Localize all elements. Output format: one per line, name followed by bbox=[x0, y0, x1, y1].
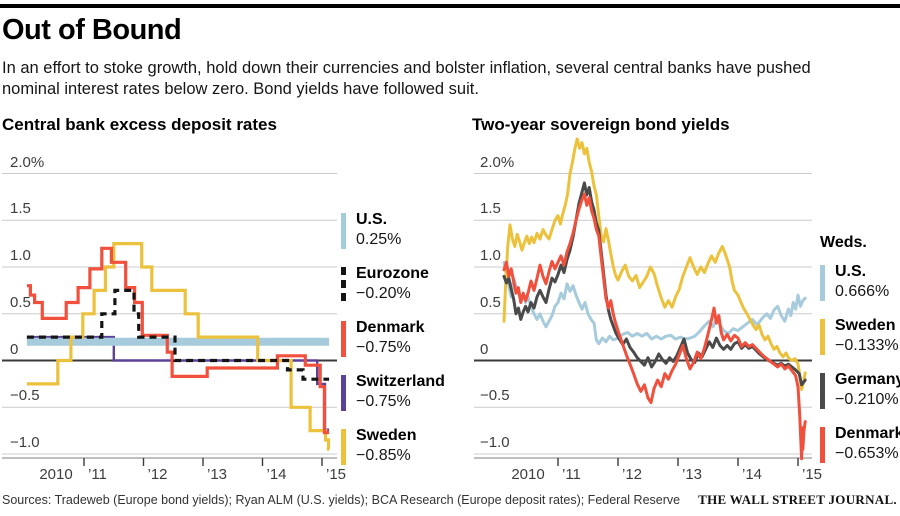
legend-value: −0.85% bbox=[356, 447, 411, 464]
x-tick-label: ’14 bbox=[266, 466, 287, 483]
y-tick-label: 2.0% bbox=[480, 153, 515, 171]
legend-value: −0.653% bbox=[835, 445, 899, 462]
x-tick-label: ’15 bbox=[802, 466, 823, 483]
x-tick-label: ’13 bbox=[682, 466, 703, 483]
legend-swatch-sweden bbox=[341, 429, 346, 465]
right-chart-title: Two-year sovereign bond yields bbox=[472, 115, 730, 134]
legend-name: U.S. bbox=[835, 263, 867, 280]
legend-name: Sweden bbox=[356, 427, 417, 444]
y-tick-label: 0 bbox=[480, 340, 489, 358]
legend-swatch-eurozone bbox=[341, 267, 346, 303]
legend-name: Switzerland bbox=[356, 373, 445, 390]
x-tick-label: ’13 bbox=[207, 466, 228, 483]
y-tick-label: 1.0 bbox=[480, 247, 501, 264]
series-line-sweden bbox=[502, 137, 807, 391]
x-tick-label: ’14 bbox=[742, 466, 763, 483]
y-tick-label: −0.5 bbox=[10, 387, 40, 405]
top-rule bbox=[0, 4, 900, 8]
series-line-eurozone bbox=[26, 288, 330, 381]
left-chart-title: Central bank excess deposit rates bbox=[2, 115, 277, 134]
y-tick-label: −1.0 bbox=[480, 434, 510, 451]
legend-name: Germany bbox=[835, 371, 900, 388]
legend-value: 0.25% bbox=[356, 231, 402, 248]
subtitle-line-1: In an effort to stoke growth, hold down … bbox=[2, 59, 811, 77]
legend-swatch-us bbox=[820, 265, 825, 301]
legend-swatch-denmark bbox=[341, 321, 346, 357]
legend-header-weds: Weds. bbox=[820, 234, 867, 251]
y-tick-label: 2.0% bbox=[10, 153, 45, 171]
series-line-denmark bbox=[26, 246, 330, 435]
series-line-denmark bbox=[502, 192, 807, 461]
legend-value: −0.210% bbox=[835, 391, 899, 408]
y-tick-label: 0.5 bbox=[480, 293, 501, 311]
x-tick-label: ’12 bbox=[147, 466, 168, 483]
x-tick-label: ’11 bbox=[562, 466, 581, 483]
legend-name: Sweden bbox=[835, 317, 896, 334]
wsj-brand: THE WALL STREET JOURNAL. bbox=[698, 492, 897, 507]
y-tick-label: −0.5 bbox=[480, 387, 510, 405]
y-tick-label: 1.0 bbox=[10, 247, 31, 264]
x-tick-label: ’11 bbox=[88, 466, 107, 483]
y-tick-label: 0.5 bbox=[10, 293, 31, 311]
series-line-sweden bbox=[26, 242, 331, 451]
y-tick-label: −1.0 bbox=[10, 434, 40, 451]
legend-name: U.S. bbox=[356, 211, 388, 228]
legend-value: −0.133% bbox=[835, 337, 899, 354]
legend-value: −0.20% bbox=[356, 285, 411, 302]
legend-name: Denmark bbox=[356, 319, 425, 336]
page-title: Out of Bound bbox=[2, 14, 182, 46]
legend-swatch-switzerland bbox=[341, 375, 346, 411]
x-start-label: 2010 bbox=[511, 466, 545, 483]
legend-value: −0.75% bbox=[356, 339, 411, 356]
sources-line: Sources: Tradeweb (Europe bond yields); … bbox=[2, 493, 681, 507]
x-start-label: 2010 bbox=[39, 466, 73, 483]
legend-swatch-germany bbox=[820, 373, 825, 409]
y-tick-label: 1.5 bbox=[10, 200, 31, 218]
series-line-us bbox=[502, 260, 807, 346]
legend-name: Denmark bbox=[835, 425, 900, 442]
legend-swatch-sweden bbox=[820, 319, 825, 355]
legend-name: Eurozone bbox=[356, 265, 429, 282]
x-tick-label: ’15 bbox=[326, 466, 347, 483]
y-tick-label: 0 bbox=[10, 340, 19, 358]
legend-swatch-us bbox=[341, 213, 346, 249]
legend-swatch-denmark bbox=[820, 427, 825, 463]
x-tick-label: ’12 bbox=[622, 466, 643, 483]
legend-value: −0.75% bbox=[356, 393, 411, 410]
series-line-germany bbox=[502, 181, 807, 387]
subtitle-line-2: nominal interest rates below zero. Bond … bbox=[2, 80, 479, 98]
y-tick-label: 1.5 bbox=[480, 200, 501, 218]
legend-value: 0.666% bbox=[835, 283, 890, 300]
